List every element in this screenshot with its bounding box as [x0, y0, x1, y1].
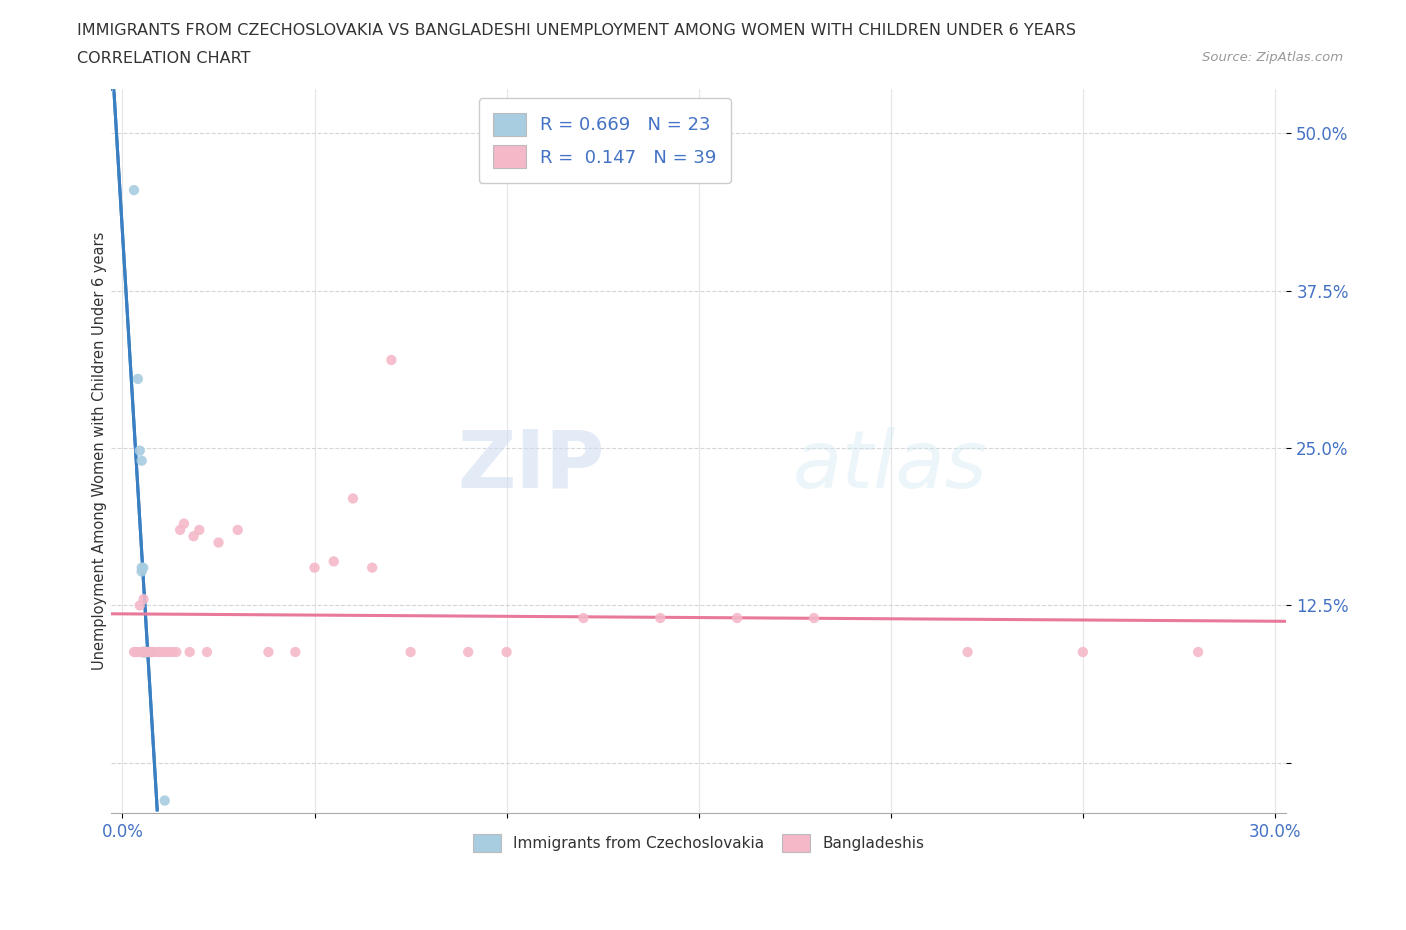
Point	[257, 644, 280, 659]
Point	[572, 611, 595, 626]
Point	[207, 535, 229, 550]
Point	[134, 644, 156, 659]
Point	[131, 453, 153, 468]
Point	[165, 644, 187, 659]
Point	[131, 644, 153, 659]
Point	[135, 644, 157, 659]
Point	[361, 560, 384, 575]
Point	[128, 598, 150, 613]
Point	[149, 644, 172, 659]
Point	[134, 644, 156, 659]
Point	[132, 591, 155, 606]
Point	[380, 352, 402, 367]
Point	[131, 560, 153, 575]
Point	[650, 611, 672, 626]
Point	[457, 644, 479, 659]
Point	[135, 644, 157, 659]
Point	[399, 644, 422, 659]
Point	[136, 644, 159, 659]
Point	[125, 644, 148, 659]
Point	[495, 644, 517, 659]
Point	[127, 644, 149, 659]
Text: Source: ZipAtlas.com: Source: ZipAtlas.com	[1202, 51, 1343, 64]
Y-axis label: Unemployment Among Women with Children Under 6 years: Unemployment Among Women with Children U…	[93, 232, 107, 671]
Point	[141, 644, 163, 659]
Point	[195, 644, 218, 659]
Point	[141, 644, 163, 659]
Point	[322, 554, 344, 569]
Point	[148, 644, 170, 659]
Point	[132, 560, 155, 575]
Point	[142, 644, 165, 659]
Point	[122, 644, 145, 659]
Point	[131, 564, 153, 578]
Point	[127, 371, 149, 386]
Point	[162, 644, 184, 659]
Point	[157, 644, 180, 659]
Point	[173, 516, 195, 531]
Point	[146, 644, 169, 659]
Point	[169, 523, 191, 538]
Text: ZIP: ZIP	[457, 427, 605, 505]
Text: CORRELATION CHART: CORRELATION CHART	[77, 51, 250, 66]
Point	[132, 644, 155, 659]
Legend: Immigrants from Czechoslovakia, Bangladeshis: Immigrants from Czechoslovakia, Banglade…	[465, 827, 932, 859]
Point	[132, 644, 155, 659]
Point	[725, 611, 748, 626]
Point	[183, 529, 205, 544]
Point	[956, 644, 979, 659]
Point	[1071, 644, 1094, 659]
Point	[128, 444, 150, 458]
Point	[132, 644, 155, 659]
Point	[304, 560, 326, 575]
Point	[284, 644, 307, 659]
Point	[342, 491, 364, 506]
Point	[226, 523, 249, 538]
Point	[138, 644, 160, 659]
Point	[134, 644, 156, 659]
Point	[134, 644, 156, 659]
Point	[138, 644, 160, 659]
Point	[134, 644, 156, 659]
Point	[153, 644, 176, 659]
Point	[153, 793, 176, 808]
Text: IMMIGRANTS FROM CZECHOSLOVAKIA VS BANGLADESHI UNEMPLOYMENT AMONG WOMEN WITH CHIL: IMMIGRANTS FROM CZECHOSLOVAKIA VS BANGLA…	[77, 23, 1077, 38]
Point	[131, 644, 153, 659]
Point	[188, 523, 211, 538]
Point	[132, 644, 155, 659]
Text: atlas: atlas	[793, 427, 987, 505]
Point	[136, 644, 159, 659]
Point	[122, 182, 145, 197]
Point	[134, 644, 156, 659]
Point	[134, 644, 156, 659]
Point	[132, 644, 155, 659]
Point	[1187, 644, 1209, 659]
Point	[179, 644, 201, 659]
Point	[803, 611, 825, 626]
